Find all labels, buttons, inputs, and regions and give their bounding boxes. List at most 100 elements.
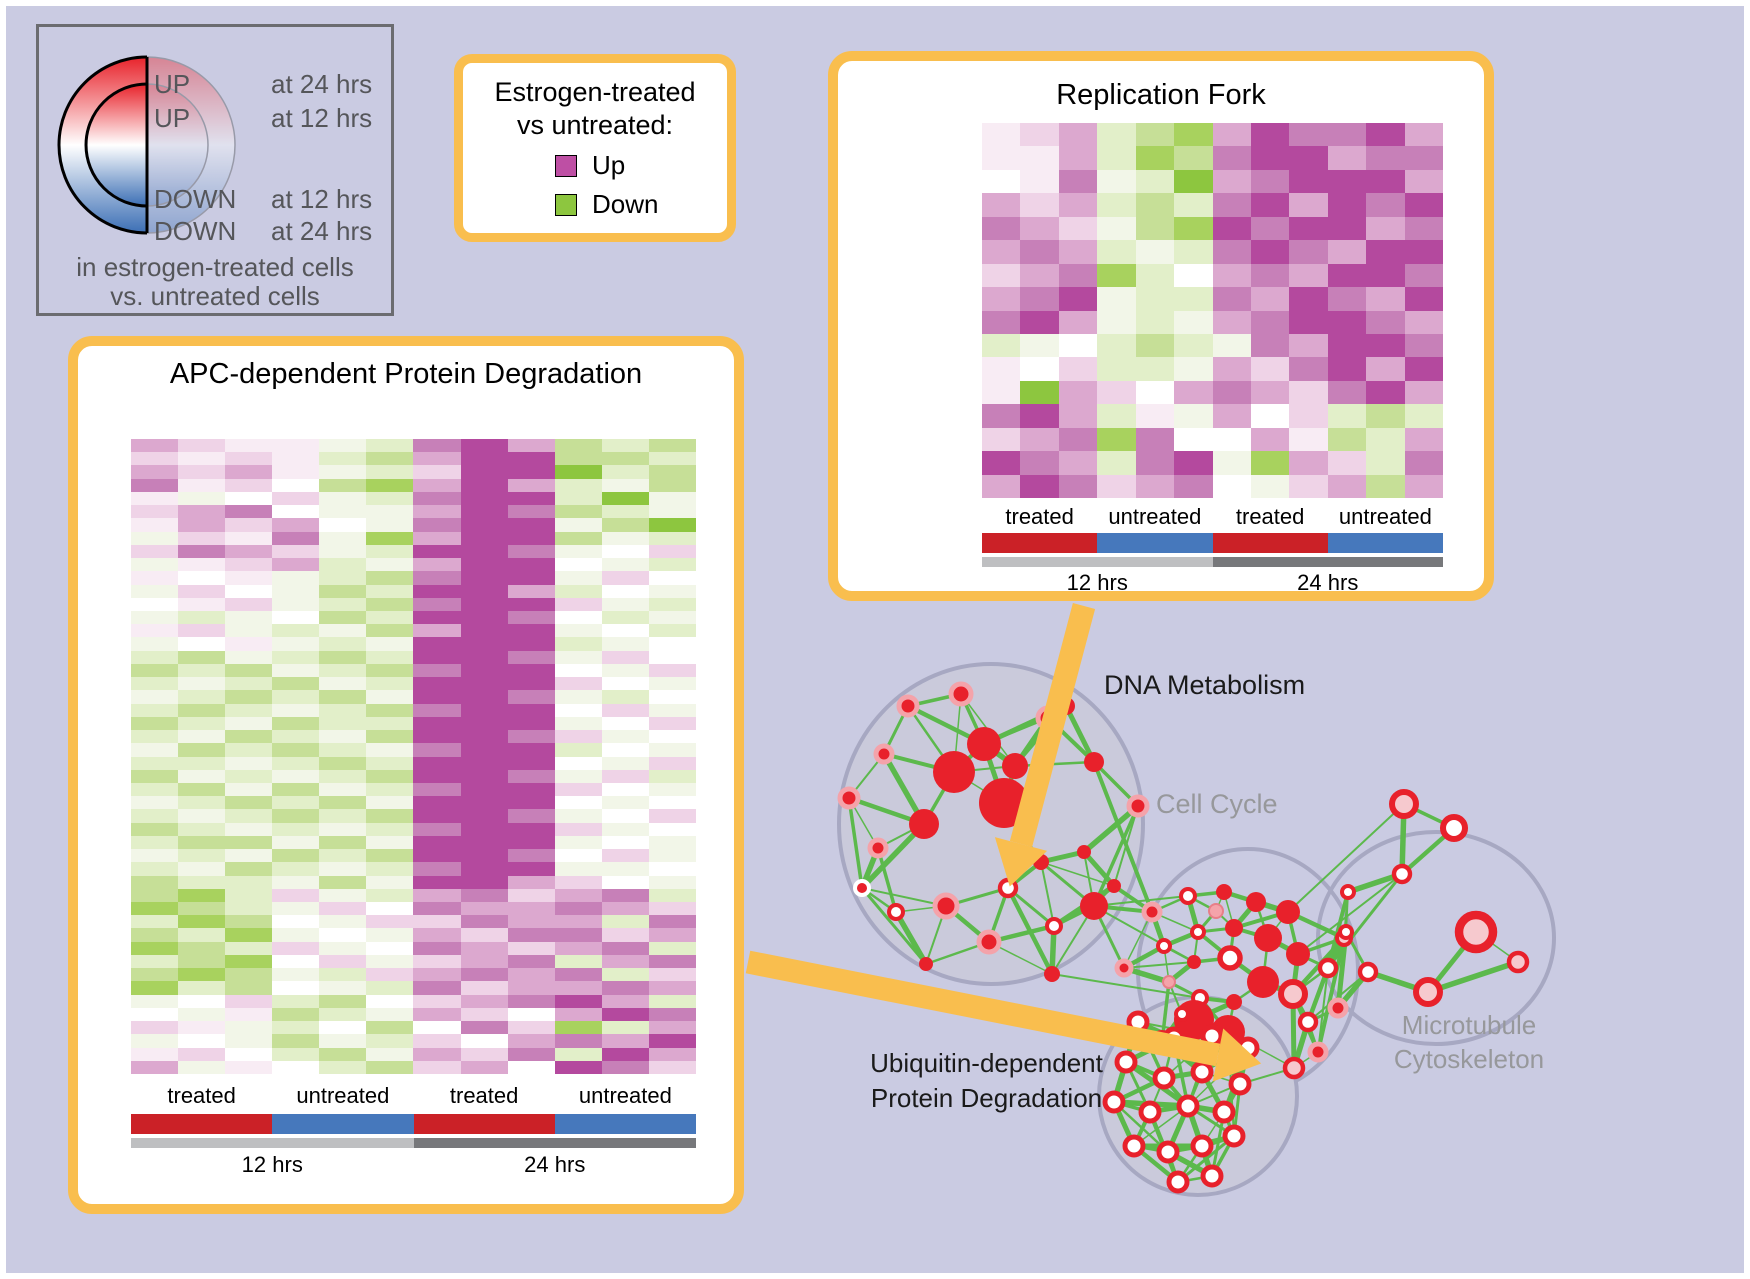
heatmap-cell (601, 531, 649, 545)
heatmap-cell (1058, 240, 1098, 264)
heatmap-cell (648, 663, 696, 678)
network-node (909, 809, 939, 839)
heatmap-cell (1097, 123, 1136, 147)
heatmap-cell (413, 743, 461, 757)
network-node (1162, 975, 1176, 989)
heatmap-cell (460, 663, 508, 678)
heatmap-cell (178, 439, 226, 453)
network-edge (1316, 937, 1346, 1053)
heatmap-cell (1366, 333, 1405, 358)
down-24-dir: DOWN (154, 216, 236, 246)
network-node (1226, 994, 1242, 1010)
heatmap-cell (319, 849, 367, 863)
heatmap-cell (460, 1007, 508, 1022)
heatmap-cell (1366, 310, 1405, 334)
network-node (948, 681, 974, 707)
condition-label: untreated (1338, 504, 1432, 529)
network-node (1156, 938, 1172, 954)
heatmap-cell (982, 357, 1021, 381)
heatmap-cell (554, 637, 602, 651)
network-node (1217, 945, 1243, 971)
heatmap-cell (319, 822, 367, 836)
heatmap-cell (272, 584, 320, 598)
heatmap-cell (413, 822, 461, 836)
heatmap-cell (554, 849, 602, 863)
heatmap-cell (178, 809, 226, 823)
heatmap-cell (1250, 240, 1290, 264)
network-node (1002, 753, 1028, 779)
heatmap-cell (413, 690, 461, 704)
heatmap-cell (601, 968, 649, 982)
heatmap-cell (131, 994, 179, 1008)
network-node (1327, 997, 1349, 1019)
heatmap-cell (601, 518, 649, 532)
gene-network (745, 603, 1556, 1197)
heatmap-cell (982, 216, 1021, 241)
heatmap-cell (1135, 451, 1175, 475)
heatmap-cell (601, 505, 649, 519)
heatmap-cell (225, 716, 273, 731)
heatmap-cell (178, 941, 226, 955)
heatmap-cell (319, 756, 367, 770)
heatmap-cell (366, 571, 414, 585)
heatmap-cell (1212, 216, 1251, 241)
heatmap-cell (554, 835, 602, 850)
heatmap-cell (319, 954, 367, 969)
heatmap-cell (1020, 216, 1059, 241)
heatmap-cell (1174, 380, 1213, 405)
network-node (1114, 958, 1134, 978)
heatmap-cell (178, 1047, 226, 1061)
heatmap-cell (507, 968, 555, 982)
heatmap-cell (554, 902, 602, 916)
heatmap-cell (1289, 146, 1328, 170)
heatmap-cell (507, 915, 555, 929)
heatmap-cell (272, 954, 320, 969)
heatmap-cell (1212, 333, 1251, 358)
heatmap-cell (1135, 357, 1175, 381)
heatmap-cell (648, 968, 696, 982)
heatmap-cell (413, 862, 461, 876)
heatmap-cell (413, 650, 461, 664)
heatmap-cell (131, 531, 179, 545)
heatmap-cell (460, 769, 508, 783)
network-node (976, 929, 1002, 955)
heatmap-cell (460, 743, 508, 757)
heatmap-cell (1289, 451, 1328, 475)
heatmap-cell (1174, 287, 1213, 311)
heatmap-cell (554, 796, 602, 810)
network-node (1190, 1134, 1214, 1158)
heatmap-cell (131, 478, 179, 492)
heatmap-cell (225, 1047, 273, 1061)
color-key-title-line2: vs untreated: (516, 110, 674, 140)
heatmap-cell (272, 716, 320, 731)
heatmap-cell (554, 862, 602, 876)
heatmap-cell (225, 769, 273, 783)
network-edge (1082, 803, 1140, 855)
heatmap-cell (1404, 451, 1443, 475)
heatmap-cell (366, 981, 414, 995)
heatmap-cell (225, 571, 273, 585)
network-node (1247, 966, 1279, 998)
network-node (1045, 917, 1063, 935)
apc-degradation-title: APC-dependent Protein Degradation (169, 358, 643, 390)
heatmap-cell (366, 610, 414, 625)
heatmap-cell (507, 954, 555, 969)
heatmap-cell (272, 835, 320, 850)
heatmap-cell (1097, 146, 1136, 170)
heatmap-cell (1020, 146, 1059, 170)
heatmap-cell (554, 928, 602, 942)
condition-label: treated (1235, 504, 1305, 529)
heatmap-cell (413, 809, 461, 823)
heatmap-cell (319, 505, 367, 519)
heatmap-cell (1097, 240, 1136, 264)
network-edge (1040, 861, 1115, 887)
color-key: Estrogen-treated vs untreated: Up Down (454, 54, 736, 242)
heatmap-cell (131, 928, 179, 942)
heatmap-cell (1366, 263, 1405, 288)
heatmap-cell (982, 333, 1021, 358)
heatmap-cell (178, 677, 226, 691)
heatmap-cell (507, 822, 555, 836)
heatmap-cell (366, 1007, 414, 1022)
heatmap-cell (648, 558, 696, 572)
heatmap-cell (601, 743, 649, 757)
